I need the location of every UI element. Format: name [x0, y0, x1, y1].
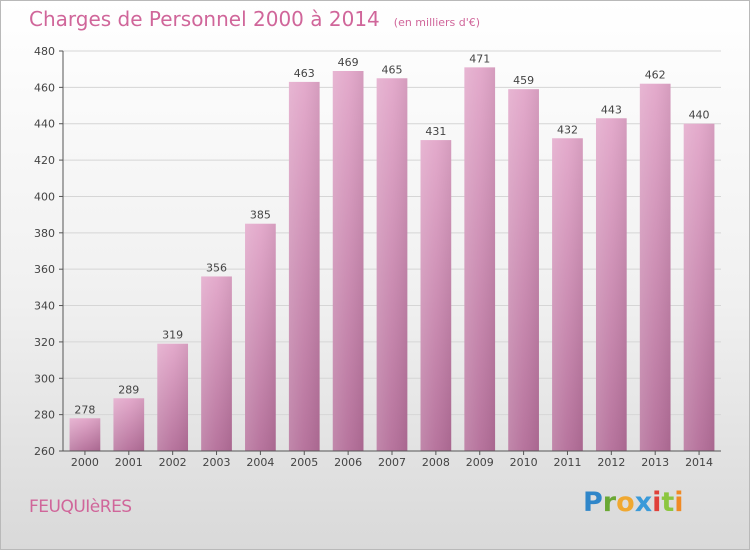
bars — [69, 67, 715, 452]
x-tick-label: 2005 — [290, 456, 318, 469]
bar-shade — [376, 78, 408, 451]
data-label: 356 — [206, 261, 227, 274]
chart-unit-note: (en milliers d'€) — [393, 16, 481, 29]
proxiti-logo: Proxiti — [583, 487, 684, 518]
x-tick-label: 2003 — [203, 456, 231, 469]
x-tick-label: 2014 — [685, 456, 713, 469]
y-tick-label: 360 — [34, 263, 55, 276]
y-tick-label: 480 — [34, 45, 55, 58]
bar-2001 — [113, 398, 145, 451]
x-tick-label: 2011 — [553, 456, 581, 469]
bar-2003 — [201, 276, 232, 451]
bar-shade — [420, 140, 452, 451]
bar-2004 — [245, 223, 276, 451]
x-tick-label: 2007 — [378, 456, 406, 469]
bar-2008 — [420, 140, 452, 451]
data-label: 459 — [513, 74, 534, 87]
bar-shade — [288, 81, 320, 451]
bar-2006 — [332, 71, 364, 451]
y-tick-label: 440 — [34, 118, 55, 131]
bar-shade — [464, 67, 496, 451]
x-tick-label: 2012 — [597, 456, 625, 469]
bar-2000 — [69, 418, 101, 451]
bar-shade — [508, 89, 539, 451]
bar-2012 — [595, 118, 627, 451]
bar-shade — [245, 223, 276, 451]
x-tick-label: 2008 — [422, 456, 450, 469]
data-label: 440 — [689, 109, 710, 122]
bar-shade — [683, 123, 715, 452]
bar-shade — [113, 398, 145, 451]
x-tick-label: 2006 — [334, 456, 362, 469]
bar-shade — [639, 83, 671, 452]
y-tick-label: 300 — [34, 372, 55, 385]
bar-shade — [157, 343, 189, 451]
bar-2011 — [552, 138, 583, 452]
axes: 260 280 300 320 340 360 380 400 420 440 460 480 2000… — [34, 45, 721, 469]
data-label: 463 — [294, 67, 315, 80]
y-tick-label: 340 — [34, 300, 55, 313]
bar-2007 — [376, 78, 408, 451]
data-label: 289 — [118, 383, 139, 396]
x-tick-label: 2004 — [246, 456, 274, 469]
bar-2009 — [464, 67, 496, 451]
data-label: 431 — [425, 125, 446, 138]
data-label: 469 — [338, 56, 359, 69]
labels: 278 289 319 356 385 463 469 465 431 471 459 432 443 4… — [74, 52, 709, 416]
chart-title: Charges de Personnel 2000 à 2014 (en mill… — [29, 7, 480, 31]
bar-2013 — [639, 83, 671, 452]
bar-shade — [201, 276, 232, 451]
bar-2005 — [288, 81, 320, 451]
bar-2014 — [683, 123, 715, 452]
data-label: 278 — [74, 403, 95, 416]
bar-shade — [595, 118, 627, 451]
x-tick-label: 2010 — [510, 456, 538, 469]
x-tick-label: 2013 — [641, 456, 669, 469]
data-label: 465 — [382, 63, 403, 76]
data-label: 443 — [601, 103, 622, 116]
y-tick-label: 320 — [34, 336, 55, 349]
x-tick-label: 2000 — [71, 456, 99, 469]
y-tick-label: 280 — [34, 409, 55, 422]
y-tick-label: 260 — [34, 445, 55, 458]
bar-2002 — [157, 343, 189, 451]
data-label: 462 — [645, 69, 666, 82]
x-tick-label: 2009 — [466, 456, 494, 469]
bar-shade — [332, 71, 364, 451]
place-name: FEUQUIèRES — [29, 497, 132, 517]
data-label: 471 — [469, 52, 490, 65]
y-tick-label: 380 — [34, 227, 55, 240]
data-label: 385 — [250, 209, 271, 222]
bar-2010 — [508, 89, 539, 451]
data-label: 319 — [162, 329, 183, 342]
data-label: 432 — [557, 123, 578, 136]
chart-title-text: Charges de Personnel 2000 à 2014 — [29, 7, 380, 31]
x-tick-label: 2001 — [115, 456, 143, 469]
y-tick-label: 400 — [34, 190, 55, 203]
y-tick-label: 420 — [34, 154, 55, 167]
y-tick-label: 460 — [34, 81, 55, 94]
x-tick-label: 2002 — [159, 456, 187, 469]
bar-shade — [69, 418, 101, 451]
bar-shade — [552, 138, 583, 452]
